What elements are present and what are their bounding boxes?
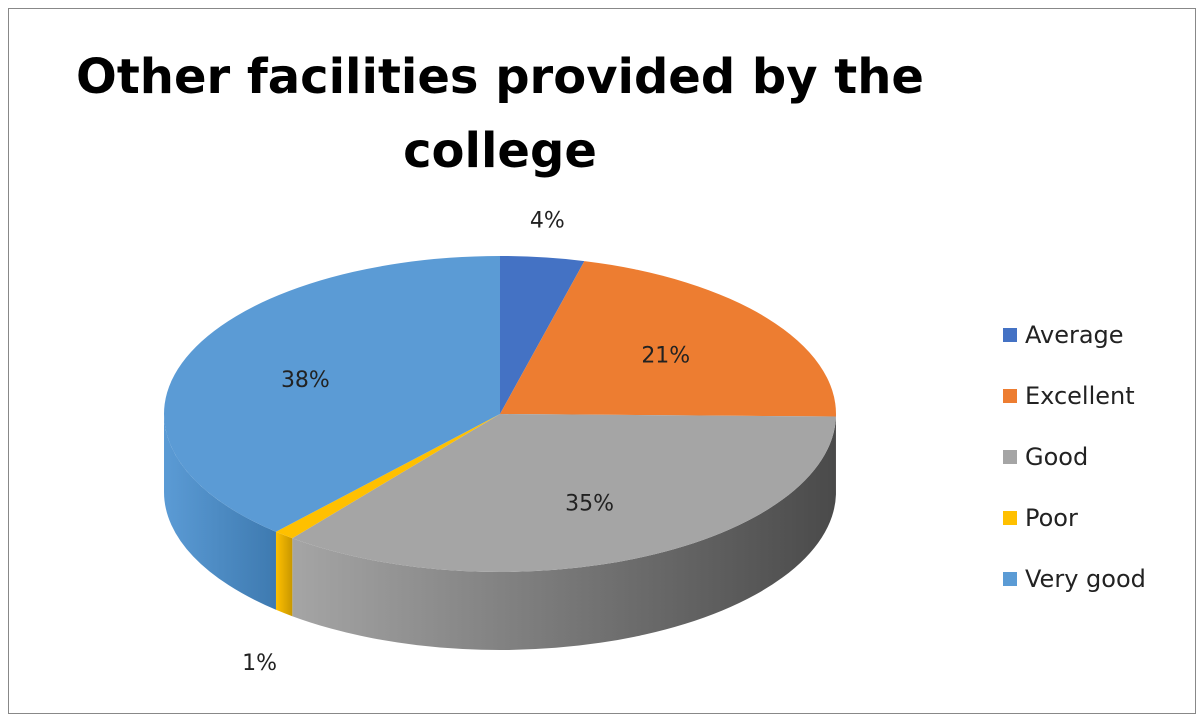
legend-item-very-good: Very good [1003,548,1146,609]
legend-label-average: Average [1025,320,1124,349]
pie-chart: 4% 21% 35% 1% 38% [164,209,836,676]
legend-swatch-good [1003,449,1017,464]
legend-swatch-average [1003,327,1017,342]
legend-item-average: Average [1003,304,1146,365]
legend-swatch-poor [1003,510,1017,525]
data-label-poor: 1% [242,651,277,676]
legend: Average Excellent Good Poor Very good [1003,304,1146,609]
pie-slice-poor [275,414,500,539]
chart-title-line-2: college [403,123,597,179]
legend-label-very-good: Very good [1025,564,1146,593]
pie-side-very-good [164,414,276,610]
legend-swatch-very-good [1003,571,1017,586]
legend-item-excellent: Excellent [1003,365,1146,426]
chart-title-line-1: Other facilities provided by the [76,49,924,105]
chart-title: Other facilities provided by the college [0,40,1000,188]
legend-label-good: Good [1025,442,1089,471]
pie-slice-very-good [164,256,501,532]
data-label-average: 4% [530,209,565,234]
pie-slice-good [292,414,836,572]
legend-label-excellent: Excellent [1025,381,1135,410]
pie-side-poor [275,531,293,617]
pie-slice-average [500,256,585,414]
data-label-excellent: 21% [641,344,690,369]
legend-swatch-excellent [1003,388,1017,403]
data-label-good: 35% [565,491,614,516]
legend-label-poor: Poor [1025,503,1078,532]
data-label-very-good: 38% [281,368,330,393]
pie-side-good [292,416,836,651]
legend-item-poor: Poor [1003,487,1146,548]
legend-item-good: Good [1003,426,1146,487]
pie-slice-excellent [500,261,836,417]
